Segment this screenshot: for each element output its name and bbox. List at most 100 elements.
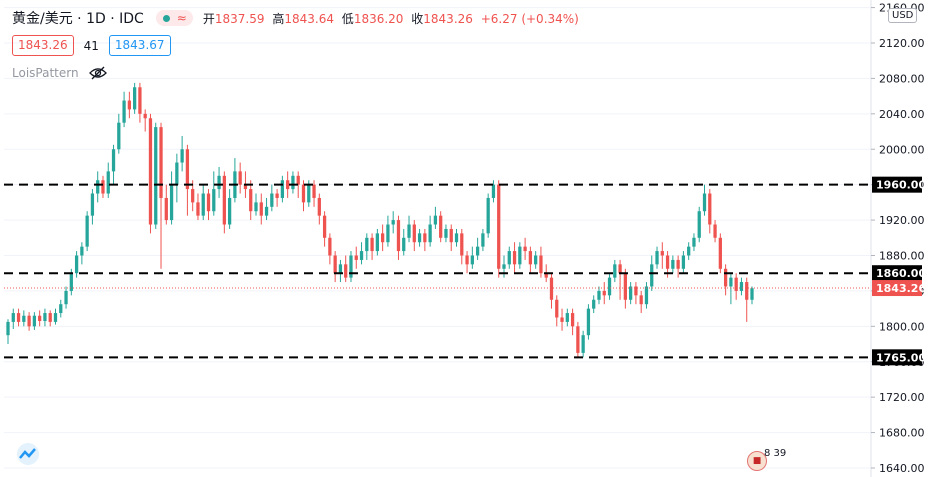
candle-body	[597, 290, 601, 300]
candle-body	[354, 255, 358, 260]
y-tick-label: 1640.00	[879, 462, 925, 475]
candle-body	[338, 264, 343, 274]
tradingview-logo-icon[interactable]	[16, 442, 40, 466]
candle-body	[322, 215, 327, 238]
high-value: 1843.64	[284, 11, 334, 26]
candle-body	[391, 220, 395, 225]
candle-body	[439, 215, 443, 238]
candle-body	[697, 211, 701, 238]
candle-body	[486, 197, 490, 234]
candle-body	[665, 255, 670, 269]
candle-body	[718, 237, 722, 269]
candle-body	[723, 268, 728, 287]
y-tick-label: 1720.00	[879, 391, 925, 404]
candle-body	[444, 228, 448, 238]
candle-body	[59, 304, 63, 314]
candle-body	[80, 246, 84, 256]
y-tick-label: 1920.00	[879, 214, 925, 227]
candle-body	[159, 127, 163, 198]
candle-body	[681, 255, 686, 269]
candle-body	[544, 273, 548, 278]
candle-body	[644, 286, 649, 305]
candle-body	[307, 184, 311, 203]
sell-button[interactable]: 1843.26	[12, 35, 74, 56]
candle-body	[412, 224, 416, 243]
candle-body	[676, 259, 680, 269]
market-open-dot-icon	[162, 14, 170, 22]
candle-body	[175, 162, 179, 185]
candle-body	[185, 149, 190, 190]
candle-body	[433, 215, 438, 225]
candle-body	[370, 237, 374, 252]
us-flag-event-icon[interactable]: ■	[747, 451, 767, 471]
candle-body	[460, 233, 464, 256]
candle-body	[539, 255, 543, 274]
candle-body	[465, 255, 469, 265]
candle-body	[64, 290, 68, 305]
candle-body	[407, 224, 411, 238]
currency-label[interactable]: USD	[888, 8, 918, 23]
candle-body	[634, 286, 638, 296]
candle-body	[101, 180, 105, 194]
candle-body	[475, 246, 480, 256]
candle-body	[53, 313, 58, 322]
y-tick-label: 1680.00	[879, 427, 925, 440]
price-tags: 1960.00 1860.00 1765.00 1843.26	[872, 176, 926, 366]
candle-body	[206, 193, 211, 212]
candle-body	[133, 87, 137, 110]
symbol-title[interactable]: 黄金/美元 · 1D · IDC	[12, 11, 144, 27]
candle-body	[713, 224, 717, 238]
candle-body	[491, 184, 496, 198]
candle-body	[138, 87, 142, 114]
candle-body	[106, 171, 110, 194]
candles	[6, 82, 754, 358]
candle-body	[96, 180, 100, 194]
candle-body	[148, 118, 153, 225]
candle-body	[660, 251, 664, 256]
level-price-tag-bg	[872, 349, 922, 366]
candle-body	[470, 255, 474, 265]
candle-body	[191, 189, 195, 203]
candle-body	[48, 313, 52, 322]
candle-body	[227, 197, 232, 225]
candle-body	[270, 193, 274, 207]
candle-body	[386, 224, 390, 243]
high-label: 高	[272, 11, 285, 26]
candle-body	[565, 313, 569, 322]
candle-body	[518, 246, 522, 265]
candle-body	[259, 202, 263, 216]
buy-button[interactable]: 1843.67	[108, 35, 171, 56]
candle-body	[317, 197, 321, 216]
candle-body	[449, 228, 453, 243]
candle-body	[74, 255, 79, 274]
candle-body	[122, 100, 126, 123]
candle-body	[6, 321, 10, 336]
candle-body	[127, 100, 131, 110]
candle-body	[534, 255, 538, 265]
candle-body	[328, 237, 332, 256]
indicator-name[interactable]: LoisPattern	[12, 66, 79, 80]
candle-body	[602, 290, 606, 296]
y-tick-label: 2040.00	[879, 108, 925, 121]
candle-body	[739, 282, 744, 291]
chart-header: 黄金/美元 · 1D · IDC ≈ 开1837.59 高1843.64 低18…	[12, 8, 579, 28]
price-axis: 1640.001680.001720.001760.001800.001840.…	[871, 2, 925, 475]
ohlc-values: 开1837.59 高1843.64 低1836.20 收1843.26 +6.2…	[203, 10, 579, 27]
candle-body	[687, 246, 691, 256]
candle-body	[359, 251, 364, 260]
candle-body	[750, 288, 754, 300]
market-status-toggle[interactable]: ≈	[155, 10, 193, 26]
candle-body	[613, 264, 617, 278]
candle-body	[280, 180, 285, 198]
wave-icon: ≈	[176, 11, 187, 25]
candle-body	[650, 264, 654, 287]
candle-body	[201, 193, 205, 216]
candle-body	[375, 233, 379, 252]
candle-body	[264, 206, 269, 216]
candle-body	[85, 215, 89, 247]
low-label: 低	[341, 11, 354, 26]
candle-body	[143, 113, 147, 119]
eye-hidden-icon[interactable]	[88, 66, 107, 80]
